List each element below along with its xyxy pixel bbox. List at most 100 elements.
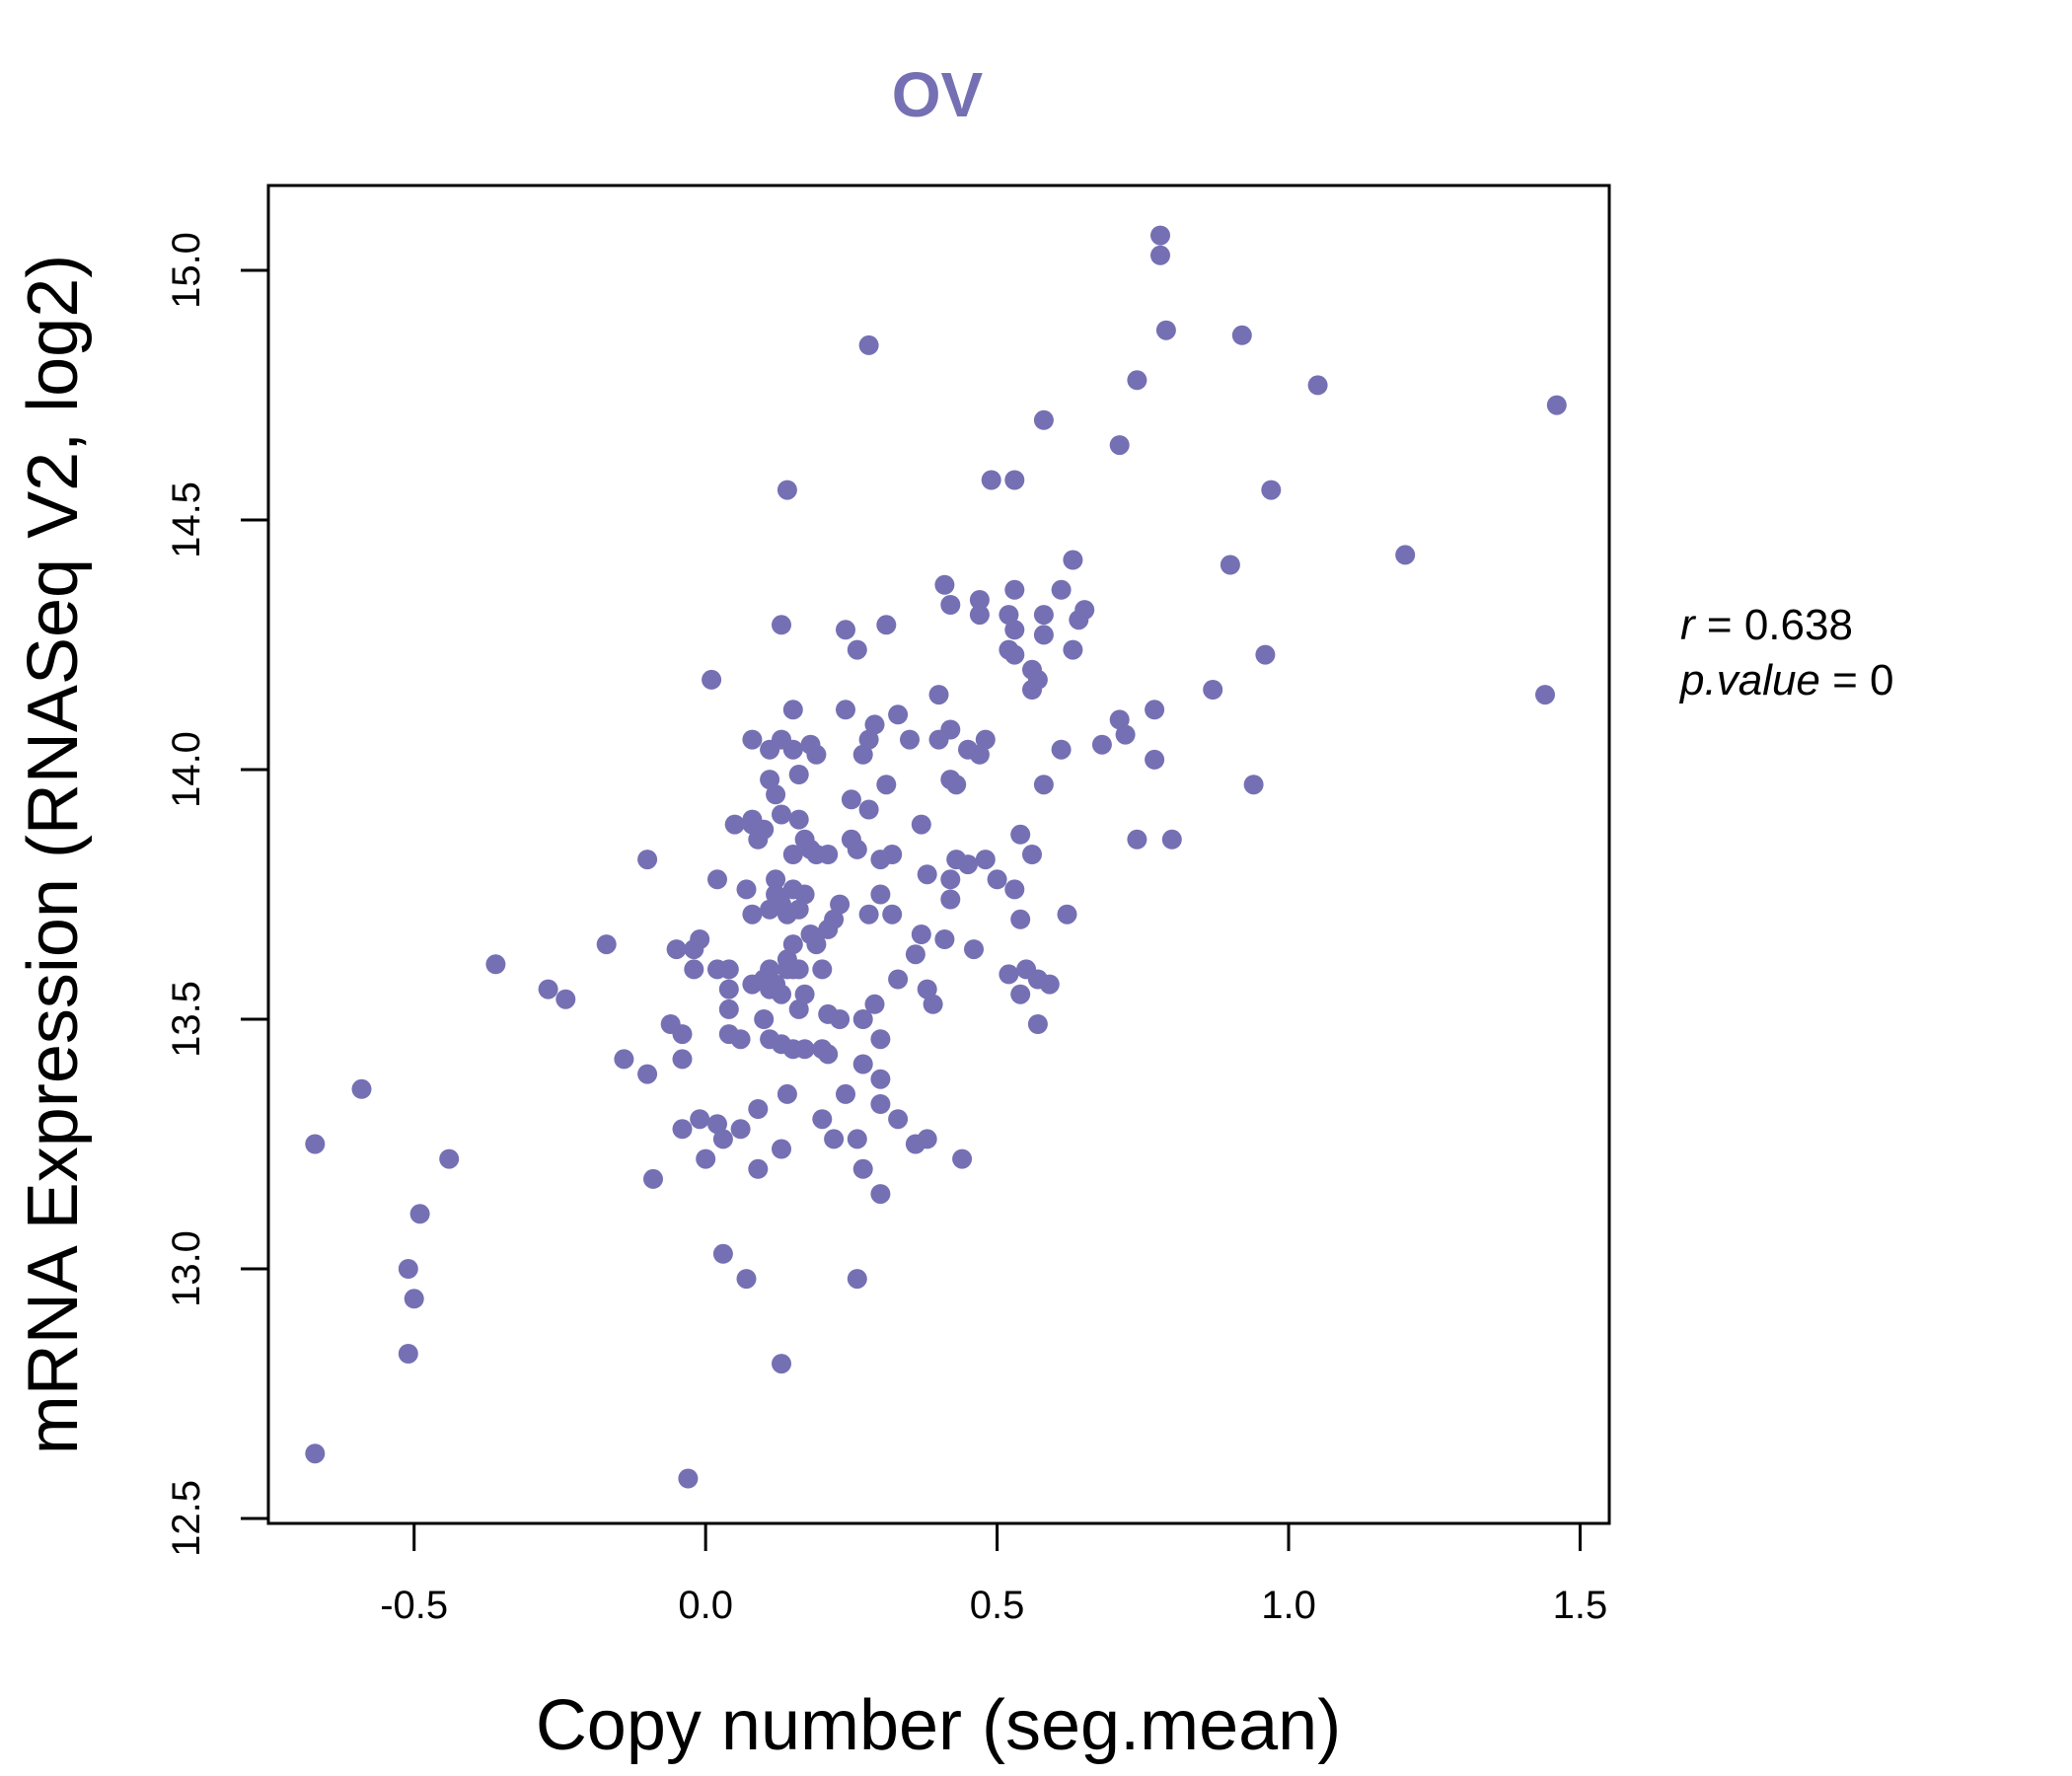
data-point: [1010, 909, 1031, 929]
data-point: [911, 814, 931, 835]
data-point: [742, 729, 763, 750]
data-point: [1063, 639, 1083, 660]
data-point: [707, 869, 727, 890]
x-tick-label: 0.5: [970, 1584, 1025, 1627]
data-point: [847, 1269, 867, 1290]
data-point: [1203, 680, 1223, 700]
data-point: [1231, 325, 1252, 345]
data-point: [830, 894, 851, 915]
svg-text:p.value = 0: p.value = 0: [1678, 656, 1894, 704]
data-point: [870, 1029, 891, 1050]
data-point: [1033, 625, 1054, 645]
data-point: [777, 1083, 797, 1104]
data-point: [1010, 824, 1031, 845]
data-point: [870, 884, 891, 905]
data-point: [794, 1039, 815, 1060]
data-point: [788, 809, 809, 830]
data-point: [782, 700, 803, 720]
data-point: [736, 879, 757, 900]
data-point: [614, 1049, 634, 1070]
data-point: [702, 669, 722, 690]
data-point: [538, 979, 558, 999]
data-point: [870, 1094, 891, 1114]
data-point: [1063, 550, 1083, 570]
data-point: [351, 1078, 372, 1099]
data-point: [718, 979, 739, 999]
data-point: [1145, 700, 1165, 720]
data-point: [1022, 845, 1042, 864]
data-point: [946, 775, 967, 795]
data-point: [934, 929, 955, 949]
data-point: [870, 1069, 891, 1089]
data-point: [1161, 829, 1182, 850]
data-point: [888, 704, 909, 725]
data-point: [712, 1243, 733, 1264]
data-point: [305, 1443, 326, 1464]
data-point: [806, 744, 827, 765]
data-point: [643, 1168, 663, 1189]
data-point: [975, 850, 996, 870]
points-layer: [305, 225, 1567, 1489]
data-point: [852, 744, 873, 765]
data-point: [812, 959, 833, 980]
data-point: [940, 889, 961, 910]
data-point: [864, 994, 885, 1014]
data-point: [917, 864, 937, 885]
plot-frame: [266, 184, 1611, 1525]
data-point: [748, 1099, 769, 1119]
data-point: [1004, 879, 1025, 900]
data-point: [690, 929, 710, 949]
y-tick-label: 15.0: [165, 232, 208, 309]
data-point: [1243, 775, 1264, 795]
data-point: [672, 1119, 693, 1140]
data-point: [1033, 775, 1054, 795]
data-point: [824, 909, 845, 929]
data-point: [841, 789, 861, 810]
data-point: [782, 845, 803, 864]
data-point: [858, 904, 879, 925]
data-point: [852, 1054, 873, 1074]
data-point: [794, 884, 815, 905]
data-point: [409, 1204, 430, 1224]
data-point: [1115, 724, 1136, 745]
data-point: [754, 1009, 775, 1029]
x-axis-title: Copy number (seg.mean): [536, 1686, 1341, 1765]
data-point: [637, 1064, 658, 1084]
data-point: [940, 719, 961, 740]
y-tick-label: 13.5: [165, 981, 208, 1058]
x-tick-label: 0.0: [678, 1584, 733, 1627]
data-point: [847, 1129, 867, 1149]
data-point: [1155, 320, 1176, 340]
data-point: [940, 595, 961, 615]
data-point: [736, 1269, 757, 1290]
data-point: [666, 939, 687, 960]
data-point: [1004, 579, 1025, 600]
y-tick-label: 13.0: [165, 1230, 208, 1307]
data-point: [969, 744, 990, 765]
data-point: [724, 814, 745, 835]
data-point: [772, 984, 791, 1004]
data-point: [760, 959, 780, 980]
data-point: [818, 845, 839, 864]
data-point: [1307, 375, 1328, 396]
data-point: [772, 1139, 791, 1159]
data-point: [836, 1083, 855, 1104]
data-point: [864, 714, 885, 735]
data-point: [818, 1044, 839, 1065]
data-point: [847, 839, 867, 859]
data-point: [742, 904, 763, 925]
data-point: [678, 1468, 699, 1489]
data-point: [999, 605, 1019, 626]
data-point: [888, 969, 909, 990]
data-point: [1109, 709, 1130, 730]
data-point: [398, 1259, 418, 1279]
data-point: [637, 850, 658, 870]
data-point: [1027, 669, 1048, 690]
data-point: [882, 904, 903, 925]
data-point: [905, 944, 925, 965]
data-point: [1220, 555, 1240, 575]
data-point: [882, 845, 903, 864]
data-point: [1004, 470, 1025, 490]
x-tick-label: 1.0: [1261, 1584, 1316, 1627]
data-point: [952, 1148, 973, 1169]
